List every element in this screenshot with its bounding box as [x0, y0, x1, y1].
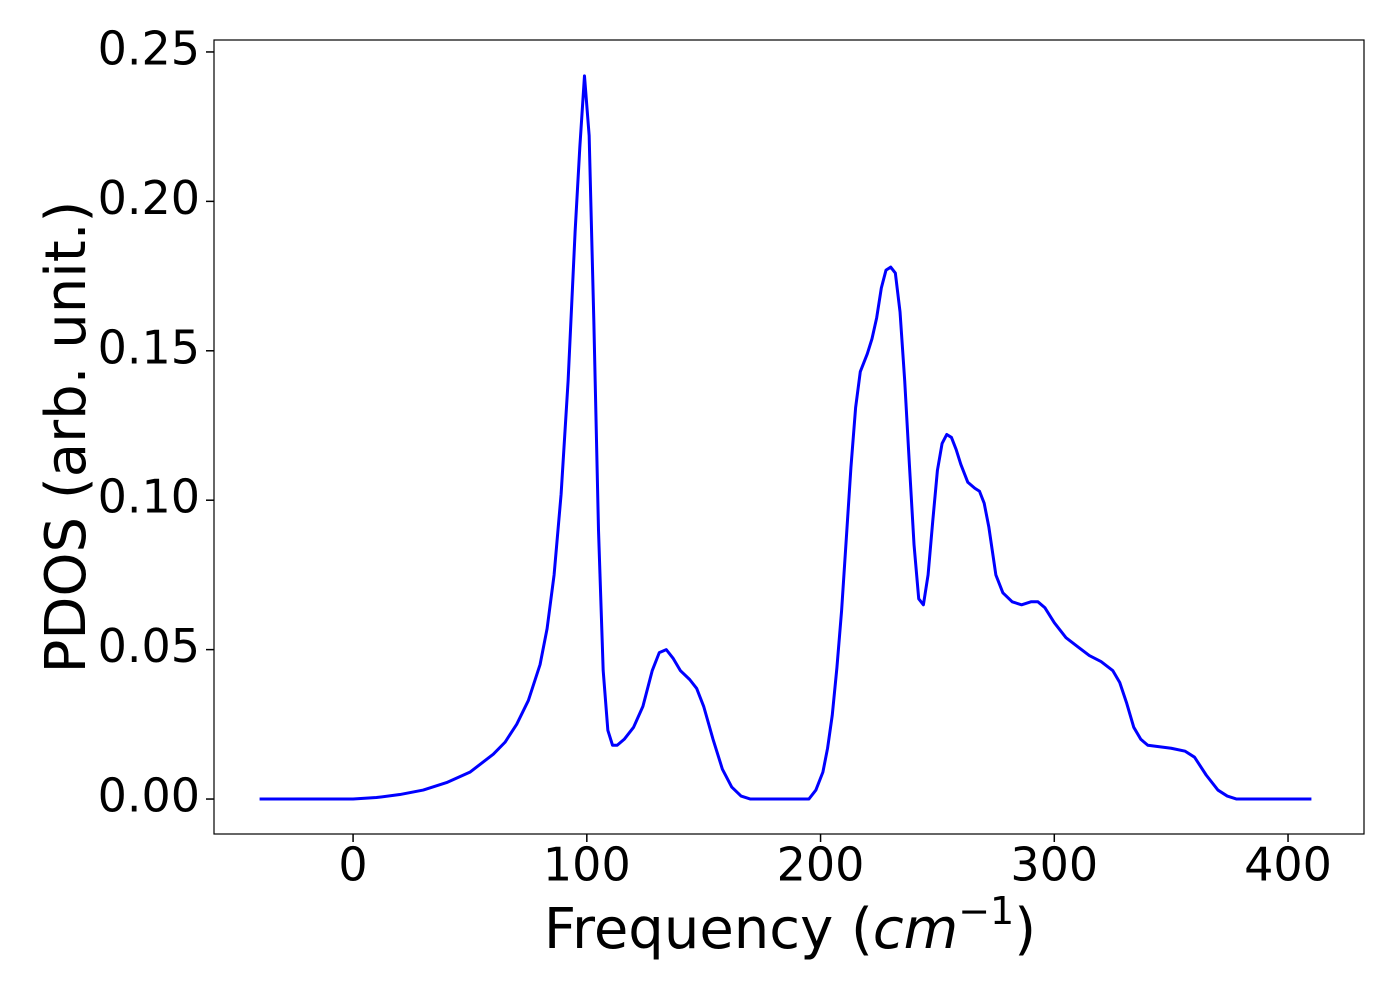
x-tick-label: 400	[1244, 838, 1332, 892]
x-axis-label-sup: −1	[958, 889, 1014, 933]
plot-frame	[213, 39, 1365, 835]
pdos-line	[259, 74, 1312, 801]
y-tick-label: 0.10	[98, 470, 200, 524]
x-tick-label: 200	[777, 838, 865, 892]
x-axis-label: Frequency (cm−1)	[544, 889, 1036, 963]
y-tick-label: 0.15	[98, 320, 200, 374]
y-tick-label: 0.25	[98, 21, 200, 75]
y-tick-label: 0.20	[98, 171, 200, 225]
x-axis-label-end: )	[1014, 897, 1036, 962]
y-axis-label: PDOS (arb. unit.)	[34, 201, 99, 674]
x-tick-label: 0	[338, 838, 367, 892]
x-axis-label-text: Frequency (	[544, 897, 873, 962]
y-tick-label: 0.00	[98, 769, 200, 823]
x-tick-label: 300	[1010, 838, 1098, 892]
x-axis-label-math: cm	[873, 897, 958, 962]
y-tick-label: 0.05	[98, 619, 200, 673]
x-tick-label: 100	[543, 838, 631, 892]
